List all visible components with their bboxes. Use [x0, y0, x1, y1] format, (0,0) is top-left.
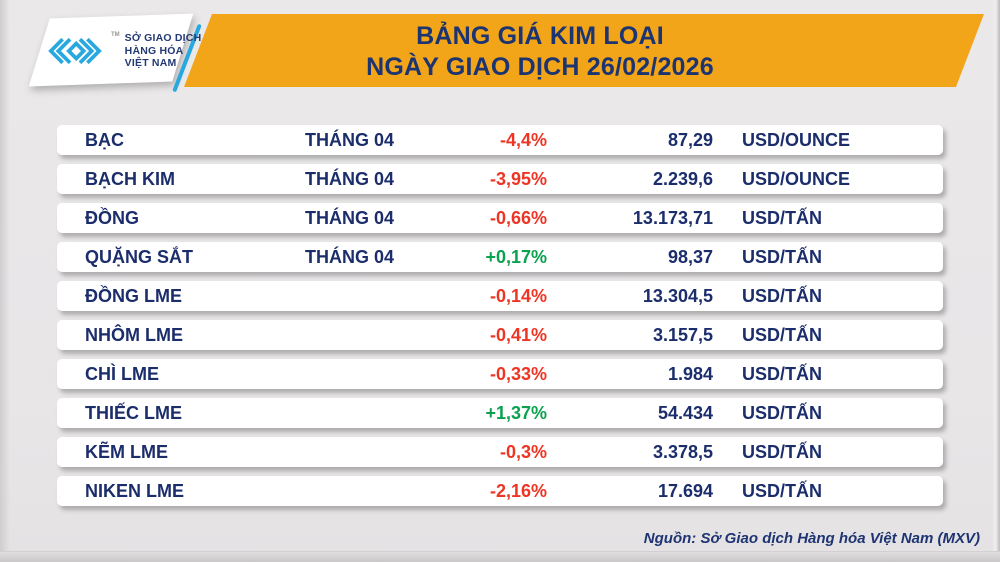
- source-note: Nguồn: Sở Giao dịch Hàng hóa Việt Nam (M…: [643, 530, 980, 547]
- price-value: 87,29: [667, 130, 713, 150]
- price-unit: USD/TẤN: [742, 481, 822, 501]
- price-unit: USD/TẤN: [742, 325, 822, 345]
- contract-month: THÁNG 04: [305, 130, 395, 150]
- price-table: BẠC THÁNG 04 -4,4% 87,29 USD/OUNCE BẠCH …: [57, 125, 943, 515]
- screen-edge-bottom: [0, 551, 1000, 562]
- change-percent: +0,17%: [485, 247, 547, 267]
- table-row: KẼM LME -0,3% 3.378,5 USD/TẤN: [57, 437, 943, 467]
- change-percent: -0,3%: [499, 442, 547, 462]
- contract-month: THÁNG 04: [305, 208, 395, 228]
- table-row: THIẾC LME +1,37% 54.434 USD/TẤN: [57, 398, 943, 428]
- trademark-symbol: TM: [111, 32, 120, 38]
- table-row: NHÔM LME -0,41% 3.157,5 USD/TẤN: [57, 320, 943, 350]
- change-percent: -0,66%: [489, 208, 547, 228]
- price-unit: USD/TẤN: [742, 208, 822, 228]
- metal-name: THIẾC LME: [85, 403, 182, 423]
- change-percent: -0,14%: [489, 286, 547, 306]
- change-percent: -3,95%: [489, 169, 547, 189]
- contract-month: THÁNG 04: [305, 247, 395, 267]
- price-unit: USD/TẤN: [742, 364, 822, 384]
- table-row: QUẶNG SẮT THÁNG 04 +0,17% 98,37 USD/TẤN: [57, 242, 943, 272]
- logo-org-line2: HÀNG HÓA: [124, 44, 184, 57]
- title-line1: BẢNG GIÁ KIM LOẠI: [416, 22, 664, 50]
- price-value: 1.984: [667, 364, 713, 384]
- price-value: 98,37: [667, 247, 713, 267]
- contract-month: THÁNG 04: [305, 169, 395, 189]
- metal-name: KẼM LME: [85, 442, 168, 462]
- metal-name: CHÌ LME: [85, 364, 159, 384]
- price-unit: USD/OUNCE: [742, 130, 851, 150]
- price-value: 13.173,71: [632, 208, 713, 228]
- price-unit: USD/TẤN: [742, 286, 822, 306]
- metal-name: NHÔM LME: [85, 325, 183, 345]
- metal-name: ĐỒNG: [85, 208, 139, 228]
- change-percent: -0,41%: [489, 325, 547, 345]
- metal-name: QUẶNG SẮT: [85, 247, 193, 267]
- price-value: 54.434: [657, 403, 713, 423]
- logo-org-line1: SỞ GIAO DỊCH: [124, 32, 202, 45]
- mxv-logo: TM SỞ GIAO DỊCH HÀNG HÓA VIỆT NAM: [44, 28, 201, 74]
- price-value: 3.157,5: [652, 325, 713, 345]
- change-percent: -4,4%: [499, 130, 547, 150]
- metal-name: BẠC: [85, 130, 124, 150]
- price-value: 17.694: [657, 481, 713, 501]
- price-unit: USD/TẤN: [742, 442, 822, 462]
- table-row: CHÌ LME -0,33% 1.984 USD/TẤN: [57, 359, 943, 389]
- metal-name: ĐỒNG LME: [85, 286, 182, 306]
- price-value: 13.304,5: [642, 286, 713, 306]
- price-value: 3.378,5: [652, 442, 713, 462]
- price-unit: USD/TẤN: [742, 247, 822, 267]
- change-percent: -0,33%: [489, 364, 547, 384]
- screen-edge-left: [0, 0, 10, 562]
- table-row: BẠCH KIM THÁNG 04 -3,95% 2.239,6 USD/OUN…: [57, 164, 943, 194]
- page-title: BẢNG GIÁ KIM LOẠI NGÀY GIAO DỊCH 26/02/2…: [235, 21, 845, 83]
- metal-name: BẠCH KIM: [85, 169, 175, 189]
- price-value: 2.239,6: [652, 169, 713, 189]
- table-row: BẠC THÁNG 04 -4,4% 87,29 USD/OUNCE: [57, 125, 943, 155]
- mxv-logo-icon: [48, 37, 102, 65]
- screen-edge-right: [992, 0, 1000, 562]
- table-row: ĐỒNG LME -0,14% 13.304,5 USD/TẤN: [57, 281, 943, 311]
- metal-name: NIKEN LME: [85, 481, 184, 501]
- title-line2: NGÀY GIAO DỊCH 26/02/2026: [366, 53, 714, 81]
- change-percent: +1,37%: [485, 403, 547, 423]
- change-percent: -2,16%: [489, 481, 547, 501]
- table-row: ĐỒNG THÁNG 04 -0,66% 13.173,71 USD/TẤN: [57, 203, 943, 233]
- price-unit: USD/TẤN: [742, 403, 822, 423]
- price-unit: USD/OUNCE: [742, 169, 851, 189]
- logo-org-name: SỞ GIAO DỊCH HÀNG HÓA VIỆT NAM: [125, 32, 202, 70]
- logo-org-line3: VIỆT NAM: [124, 57, 177, 70]
- table-row: NIKEN LME -2,16% 17.694 USD/TẤN: [57, 476, 943, 506]
